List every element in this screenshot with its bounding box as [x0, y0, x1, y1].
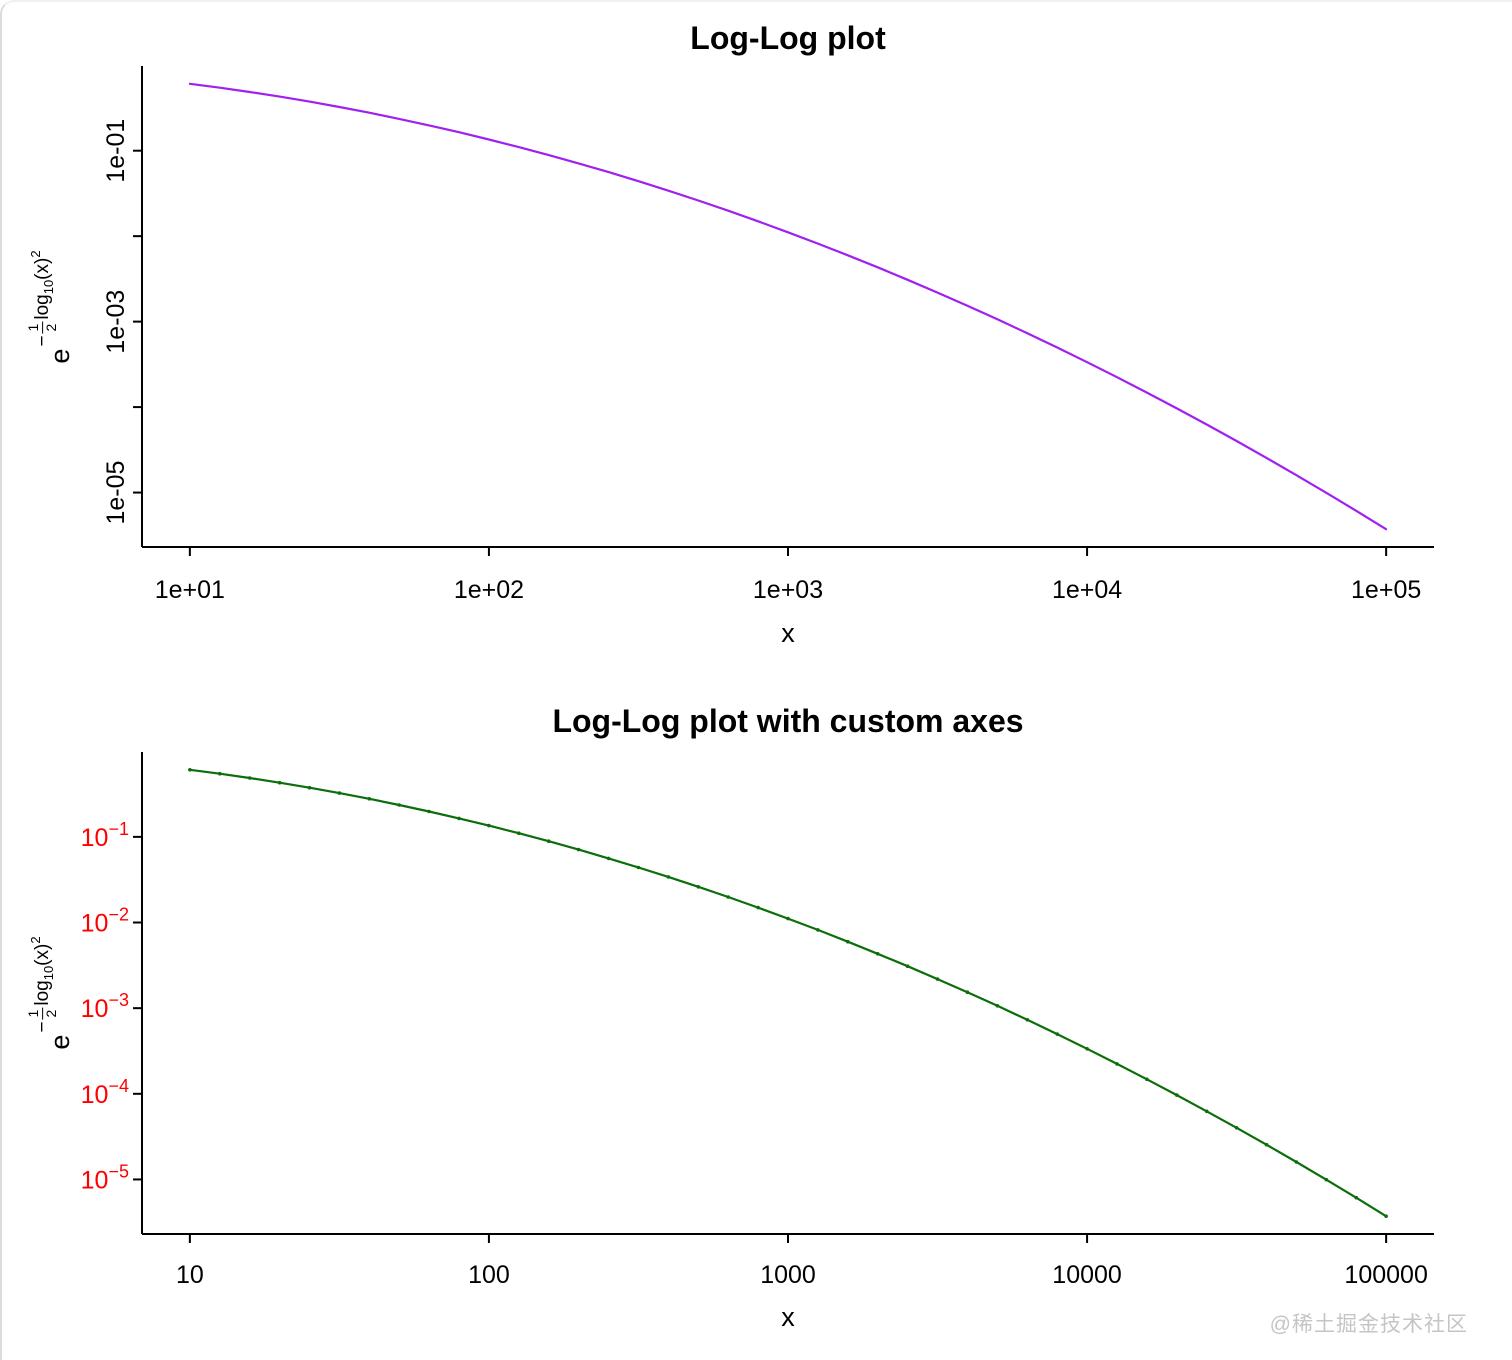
formula-minus: −	[32, 335, 54, 347]
formula-exponent: − 1 2 log 10 (x) 2	[25, 936, 60, 1033]
plot-area-1: 1e+01 1e+02 1e+03 1e+04 1e+05 1e-01 1e-03 1e-05	[102, 66, 1434, 604]
curve-point	[1115, 1062, 1119, 1066]
curve-point	[1264, 1142, 1269, 1147]
curve-point	[337, 791, 342, 795]
formula-argument: (x)	[32, 943, 54, 966]
y-tick-label: 10−5	[81, 1161, 129, 1194]
curve-point	[1055, 1032, 1059, 1036]
curve-point	[1294, 1160, 1299, 1164]
curve-point	[905, 964, 910, 968]
y-tick-label: 10−2	[81, 905, 129, 938]
curve-point	[1175, 1093, 1179, 1097]
formula-fraction: 1 2	[25, 1007, 60, 1020]
curve-point	[636, 865, 641, 870]
formula-numerator: 1	[25, 1007, 44, 1020]
x-tick-label: 1e+01	[155, 576, 225, 604]
y-tick-label: 10−4	[81, 1076, 129, 1109]
curve-point	[247, 776, 252, 780]
curve-point	[1324, 1177, 1329, 1182]
curve-point	[397, 803, 402, 807]
plot-area-2: 10 100 1000 10000 100000 10−1 10−2 10−3 10−4 10−5	[81, 752, 1434, 1289]
x-tick-label: 1e+02	[454, 576, 524, 604]
curve-point	[307, 785, 312, 790]
curve-point	[995, 1004, 1000, 1008]
formula-power: 2	[28, 250, 44, 258]
y-tick-label: 1e-01	[102, 119, 130, 183]
formula-power: 2	[28, 936, 44, 944]
curve-point	[726, 895, 730, 899]
formula-minus: −	[32, 1021, 54, 1033]
curve-point	[367, 797, 372, 801]
curve-point	[786, 916, 790, 921]
curve-line	[188, 82, 1388, 531]
formula-numerator: 1	[25, 321, 44, 334]
plot2-xaxis-label: x	[781, 1302, 795, 1332]
formula-log-base: 10	[41, 965, 57, 981]
curve-point	[427, 809, 431, 814]
x-tick-label: 1e+05	[1351, 576, 1421, 604]
curve-point	[756, 905, 760, 910]
y-tick-label: 1e-05	[102, 461, 130, 525]
formula-log: log	[32, 980, 54, 1006]
curve-point	[875, 952, 880, 956]
curve-point	[218, 771, 222, 776]
curve-point	[277, 780, 282, 785]
curve-point	[487, 823, 491, 828]
curve-point	[666, 875, 671, 879]
y-tick-label: 1e-03	[102, 290, 130, 354]
curve-point	[457, 816, 461, 821]
curve-line	[188, 768, 1388, 1218]
plot2-yaxis-label: e − 1 2 log 10 (x) 2	[25, 936, 75, 1050]
formula-base: e	[44, 348, 75, 364]
plot1-yaxis-label: e − 1 2 log 10 (x) 2	[25, 250, 75, 364]
x-tick-label: 1e+03	[753, 576, 823, 604]
y-tick-label: 10−1	[81, 819, 129, 852]
curve-point	[1234, 1126, 1239, 1130]
curve-point	[188, 768, 192, 772]
curve-point	[1025, 1018, 1030, 1022]
y-tick-label: 10−3	[81, 990, 129, 1023]
curve-point	[965, 990, 970, 994]
curve-point	[1085, 1047, 1089, 1051]
curve-point	[517, 831, 521, 835]
formula-log: log	[32, 294, 54, 320]
x-tick-label: 1000	[760, 1261, 816, 1289]
curve-point	[1145, 1077, 1149, 1082]
x-tick-label: 100000	[1344, 1261, 1427, 1289]
formula-exponent: − 1 2 log 10 (x) 2	[25, 250, 60, 347]
plot2-title: Log-Log plot with custom axes	[552, 703, 1023, 739]
curve-point	[546, 839, 551, 843]
watermark: @稀土掘金技术社区	[1269, 1313, 1468, 1336]
plot1-xaxis-label: x	[781, 618, 795, 648]
curve-point	[696, 885, 701, 889]
curve-point	[1384, 1214, 1388, 1218]
formula-argument: (x)	[32, 257, 54, 280]
curve-point	[816, 928, 820, 932]
curve-point	[576, 847, 581, 852]
curve-point	[1354, 1195, 1358, 1200]
curve-point	[606, 856, 611, 861]
formula-denominator: 2	[43, 1009, 60, 1018]
x-tick-label: 10000	[1052, 1261, 1122, 1289]
x-tick-label: 1e+04	[1052, 576, 1122, 604]
x-tick-label: 100	[468, 1261, 510, 1289]
plot1-title: Log-Log plot	[690, 20, 886, 56]
formula-base: e	[44, 1034, 75, 1050]
formula-denominator: 2	[43, 323, 60, 332]
x-tick-label: 10	[176, 1261, 204, 1289]
curve-point	[935, 977, 940, 981]
curve-point	[1204, 1109, 1209, 1114]
formula-log-base: 10	[41, 279, 57, 295]
formula-fraction: 1 2	[25, 321, 60, 334]
curve-point	[846, 939, 850, 944]
